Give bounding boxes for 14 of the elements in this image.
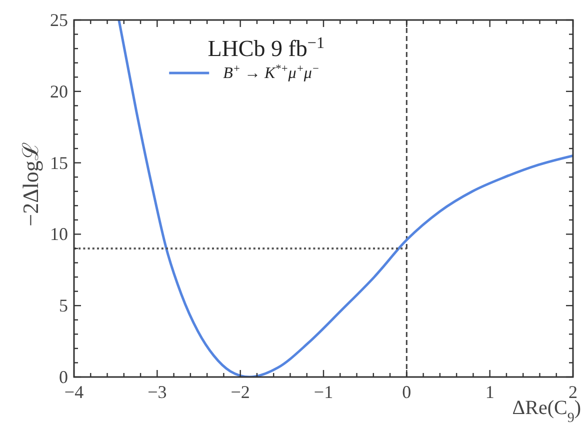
x-tick-label: −3 [148, 382, 167, 402]
legend-label: B$^{+}$ → K$^{*+}$μ$^{+}$μ$^{−}$ [223, 63, 320, 82]
x-tick-label: 0 [402, 382, 412, 402]
line-series [118, 20, 573, 377]
y-tick-label: 25 [50, 10, 68, 30]
x-tick-label: 1 [485, 382, 494, 402]
legend-title: LHCb 9 fb$^{−1}$ [208, 34, 325, 61]
y-tick-label: 10 [50, 224, 68, 244]
y-axis-title: −2Δlogℒ [18, 142, 43, 226]
y-tick-label: 5 [59, 296, 68, 316]
x-tick-label: −2 [230, 382, 250, 402]
x-tick-label: −1 [314, 382, 334, 402]
y-tick-label: 20 [50, 81, 68, 102]
y-tick-label: 15 [50, 152, 68, 173]
